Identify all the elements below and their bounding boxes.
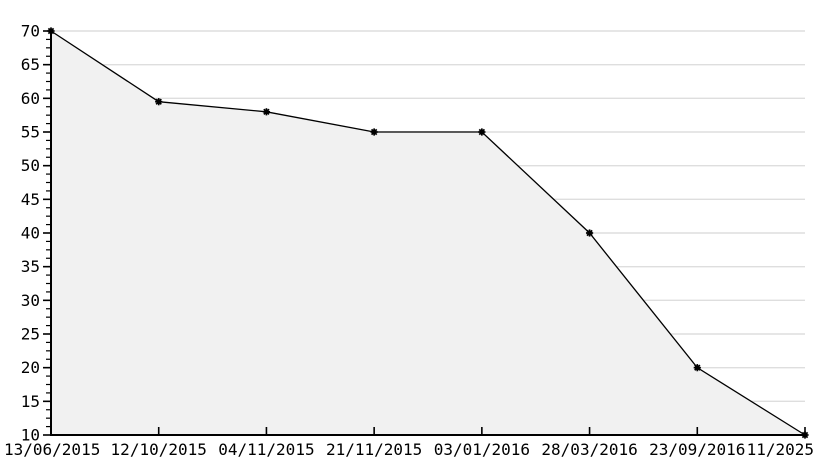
y-axis-label: 30 xyxy=(21,291,40,310)
x-axis-label: 12/10/2015 xyxy=(111,440,207,459)
data-point-marker xyxy=(693,364,701,372)
y-axis-label: 20 xyxy=(21,358,40,377)
data-point-marker xyxy=(370,128,378,136)
x-axis-label: 04/11/2015 xyxy=(218,440,314,459)
y-axis-label: 50 xyxy=(21,156,40,175)
data-point-marker xyxy=(478,128,486,136)
y-axis-label: 65 xyxy=(21,55,40,74)
x-axis-label: 23/09/2016 xyxy=(649,440,745,459)
area-fill xyxy=(51,31,805,435)
marker-center xyxy=(156,99,162,105)
marker-center xyxy=(694,365,700,371)
y-axis-label: 55 xyxy=(21,123,40,142)
y-axis-label: 60 xyxy=(21,89,40,108)
y-axis-label: 15 xyxy=(21,392,40,411)
x-axis-label: 13/06/2015 xyxy=(4,440,100,459)
x-axis-label: 28/03/2016 xyxy=(541,440,637,459)
x-axis-label: 03/01/2016 xyxy=(434,440,530,459)
y-axis-label: 10 xyxy=(21,426,40,445)
marker-center xyxy=(264,109,269,115)
y-axis-label: 35 xyxy=(21,257,40,276)
x-axis-label: 21/11/2015 xyxy=(326,440,422,459)
y-axis-label: 40 xyxy=(21,224,40,243)
data-point-marker xyxy=(585,229,594,237)
data-point-marker xyxy=(155,98,163,106)
marker-center xyxy=(371,129,377,135)
y-axis-label: 70 xyxy=(21,22,40,41)
y-axis-label: 45 xyxy=(21,190,40,209)
marker-center xyxy=(479,129,485,135)
series-line xyxy=(50,30,806,436)
y-axis-label: 25 xyxy=(21,325,40,344)
data-point-marker xyxy=(262,108,271,116)
marker-center xyxy=(587,230,592,236)
x-axis-label: 11/2025 xyxy=(747,440,814,459)
